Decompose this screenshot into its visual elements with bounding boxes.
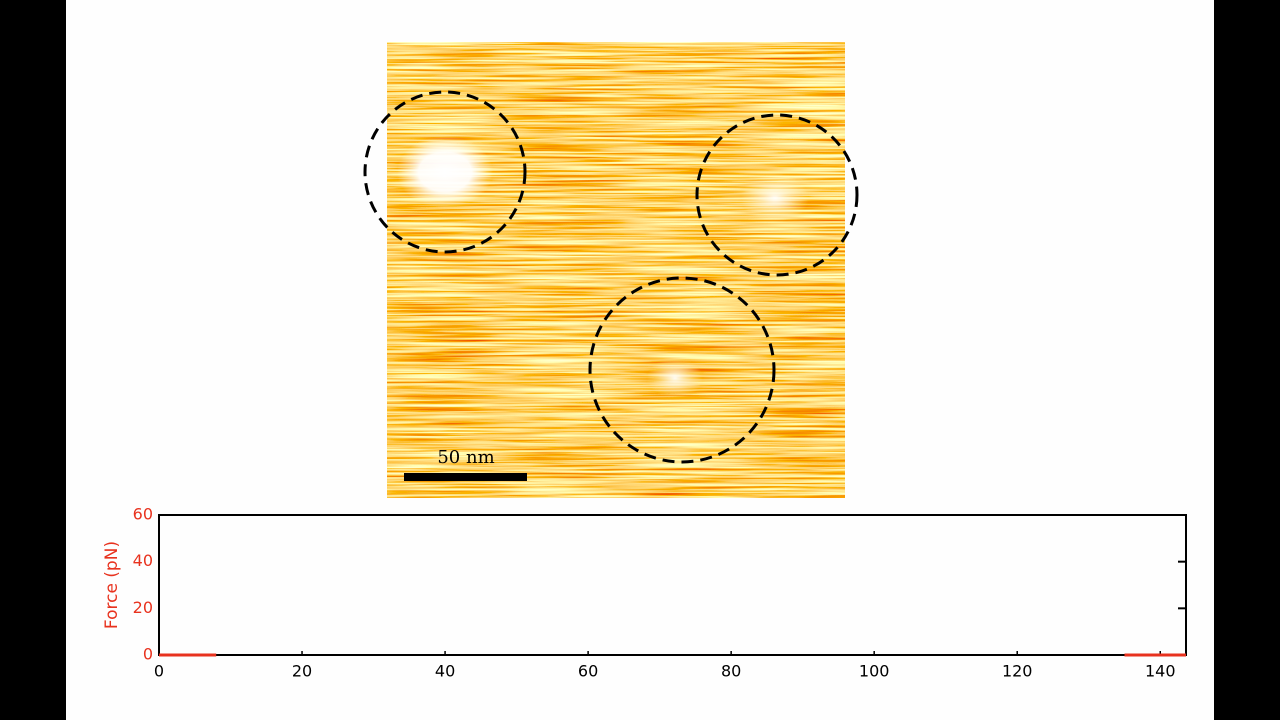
x-tick-label: 140 [1145, 662, 1176, 681]
highlight-circle [363, 90, 527, 254]
x-tick-label: 100 [859, 662, 890, 681]
scale-bar [404, 473, 527, 481]
y-tick-label: 20 [133, 598, 153, 617]
particle [397, 136, 493, 208]
y-tick-label: 40 [133, 551, 153, 570]
plot-frame [158, 514, 1187, 656]
x-tick-label: 60 [578, 662, 598, 681]
y-tick-label: 60 [133, 505, 153, 524]
y-tick-label: 0 [143, 645, 153, 664]
x-tick-label: 20 [292, 662, 312, 681]
scale-bar-label: 50 nm [437, 447, 494, 468]
x-tick-label: 0 [154, 662, 164, 681]
y-axis-label: Force (pN) [102, 541, 122, 629]
force-chart: Force (pN) 0 20 40 60 0 20 40 60 80 100 120 140 [102, 505, 1187, 681]
highlight-circle [588, 276, 776, 464]
afm-texture [387, 42, 845, 498]
x-tick-label: 120 [1002, 662, 1033, 681]
afm-image: 50 nm [363, 42, 859, 498]
x-tick-label: 40 [435, 662, 455, 681]
particle [647, 358, 703, 398]
highlight-circle [695, 113, 859, 277]
particle [741, 174, 809, 222]
x-tick-label: 80 [721, 662, 741, 681]
